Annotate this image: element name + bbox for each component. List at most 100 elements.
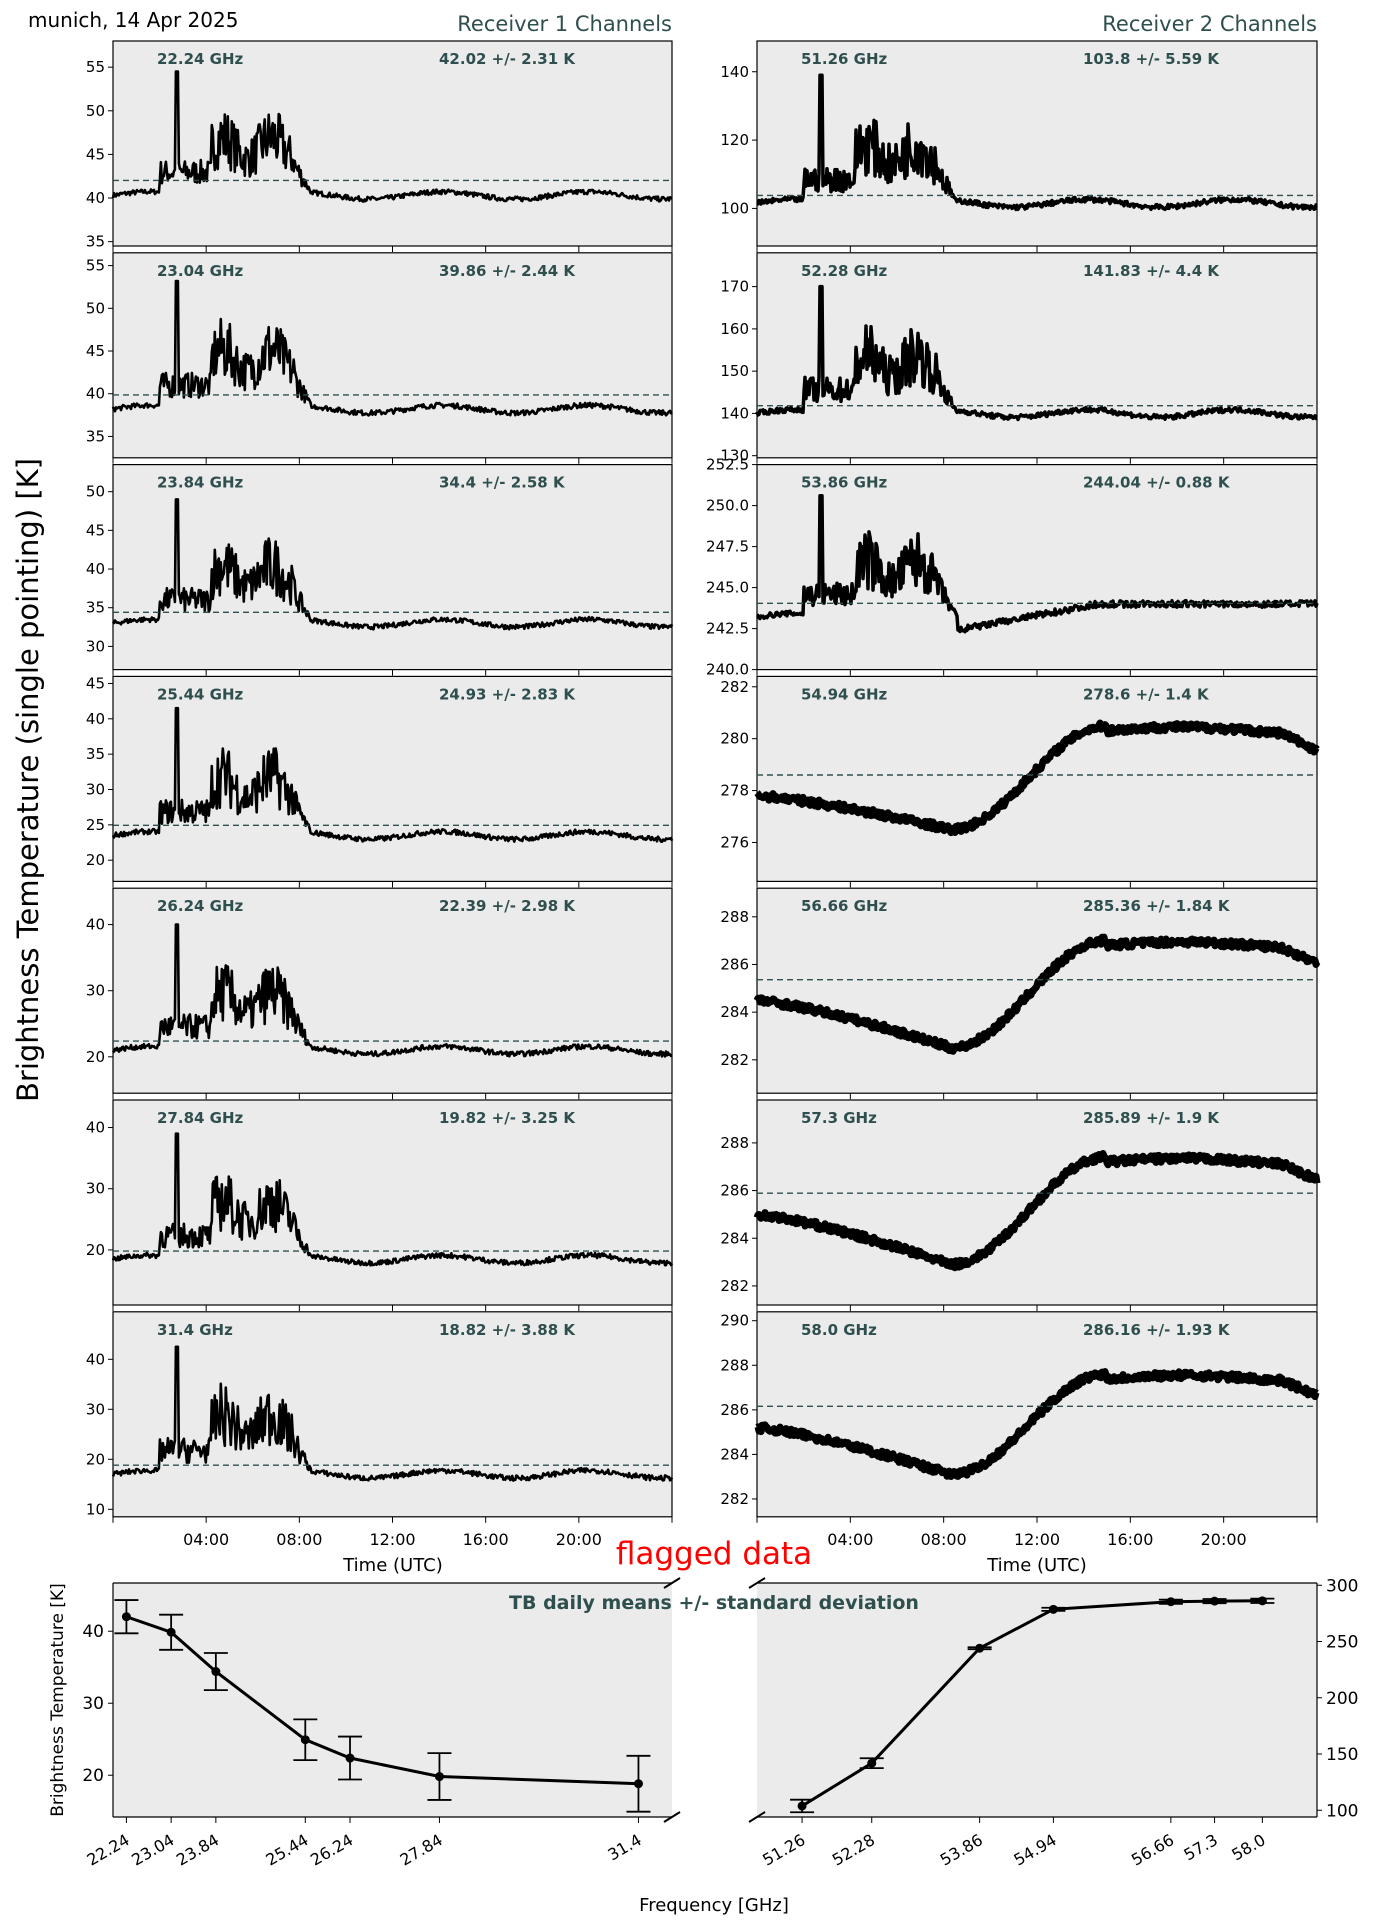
- panel-1-6: 20 30 40 27.84 GHz 19.82 +/- 3.25 K: [86, 1099, 674, 1311]
- panel-background: [112, 1099, 673, 1306]
- panel-2-1: 100 120 140 51.26 GHz 103.8 +/- 5.59 K: [720, 40, 1318, 252]
- timeseries-panels: 35 40 45 50 55 22.24 GHz 42.02 +/- 2.31 K 35 40 4…: [86, 40, 1321, 1549]
- series-line: [111, 1345, 674, 1482]
- y-tick-label: 288: [720, 1356, 749, 1374]
- frequency-label: 31.4 GHz: [157, 1321, 233, 1339]
- y-tick-label: 278: [720, 782, 749, 800]
- summary-right-axes: 100 150 200 250 300 51.26 52.28 53.86 54.94 56.66…: [757, 1576, 1358, 1870]
- panel-background: [112, 464, 673, 671]
- y-tick-label: 30: [86, 637, 105, 655]
- y-tick-label: 10: [86, 1500, 105, 1518]
- y-tick-label: 284: [720, 1003, 749, 1021]
- summary-x-tick-label: 51.26: [759, 1830, 808, 1869]
- summary-point: [797, 1801, 807, 1811]
- y-tick-label: 40: [86, 916, 105, 934]
- panel-background: [756, 464, 1318, 671]
- y-tick-label: 50: [86, 299, 105, 317]
- y-tick-label: 284: [720, 1229, 749, 1247]
- y-tick-label: 40: [86, 560, 105, 578]
- stats-label: 22.39 +/- 2.98 K: [439, 897, 576, 915]
- y-tick-label: 276: [720, 833, 749, 851]
- summary-x-tick-label: 54.94: [1011, 1830, 1060, 1869]
- frequency-label: 22.24 GHz: [157, 50, 244, 68]
- summary-y-tick-label: 20: [82, 1766, 104, 1786]
- panel-2-6: 282 284 286 288 57.3 GHz 285.89 +/- 1.9 K: [720, 1099, 1321, 1311]
- summary-point: [121, 1612, 131, 1622]
- frequency-label: 56.66 GHz: [801, 897, 888, 915]
- receiver1-title: Receiver 1 Channels: [457, 12, 672, 36]
- series-line: [754, 1368, 1320, 1480]
- summary-y-axis-label: Brightness Temperature [K]: [48, 1583, 68, 1816]
- stats-label: 34.4 +/- 2.58 K: [439, 474, 566, 492]
- summary-y-tick-label: 30: [82, 1694, 104, 1714]
- series-line: [111, 706, 674, 843]
- y-tick-label: 45: [86, 674, 105, 692]
- summary-background: [113, 1583, 672, 1817]
- frequency-label: 52.28 GHz: [801, 262, 888, 280]
- summary-y-tick-label: 200: [1326, 1689, 1358, 1709]
- y-tick-label: 35: [86, 599, 105, 617]
- summary-x-tick-label: 58.0: [1228, 1830, 1268, 1864]
- summary-point: [867, 1758, 877, 1768]
- panel-2-4: 276 278 280 282 54.94 GHz 278.6 +/- 1.4 K: [720, 675, 1320, 888]
- y-tick-label: 30: [86, 982, 105, 1000]
- location-date-label: munich, 14 Apr 2025: [28, 8, 238, 32]
- y-tick-label: 40: [86, 710, 105, 728]
- frequency-label: 53.86 GHz: [801, 474, 888, 492]
- x-tick-label: 20:00: [556, 1530, 602, 1549]
- y-tick-label: 170: [720, 278, 749, 296]
- y-tick-label: 150: [720, 362, 749, 380]
- x-tick-label: 16:00: [1107, 1530, 1153, 1549]
- x-tick-label: 12:00: [369, 1530, 415, 1549]
- summary-point: [633, 1779, 643, 1789]
- y-tick-label: 140: [720, 63, 749, 81]
- stats-label: 42.02 +/- 2.31 K: [439, 50, 576, 68]
- summary-x-tick-label: 31.4: [604, 1830, 644, 1864]
- y-tick-label: 30: [86, 1180, 105, 1198]
- y-tick-label: 130: [720, 447, 749, 465]
- frequency-label: 25.44 GHz: [157, 685, 244, 703]
- summary-x-tick-label: 22.24: [84, 1830, 133, 1869]
- panel-background: [112, 1311, 673, 1518]
- panel-background: [756, 675, 1318, 883]
- frequency-label: 26.24 GHz: [157, 897, 244, 915]
- y-tick-label: 35: [86, 745, 105, 763]
- y-tick-label: 247.5: [706, 538, 749, 556]
- y-tick-label: 140: [720, 404, 749, 422]
- series-line: [756, 73, 1318, 212]
- x-tick-label: 12:00: [1014, 1530, 1060, 1549]
- summary-y-tick-label: 250: [1326, 1633, 1358, 1653]
- series-line: [111, 70, 673, 203]
- summary-point: [1210, 1596, 1220, 1606]
- series-line: [755, 494, 1319, 634]
- frequency-label: 58.0 GHz: [801, 1321, 877, 1339]
- series-line: [111, 1132, 674, 1267]
- y-tick-label: 288: [720, 908, 749, 926]
- y-tick-label: 100: [720, 199, 749, 217]
- panel-background: [112, 887, 673, 1094]
- y-tick-label: 290: [720, 1312, 749, 1330]
- y-tick-label: 45: [86, 521, 105, 539]
- summary-point: [1257, 1596, 1267, 1606]
- panel-1-7: 10 20 30 40 31.4 GHz 18.82 +/- 3.88 K 04:00 08:…: [86, 1311, 674, 1549]
- rx1-time-axis-label: Time (UTC): [342, 1555, 443, 1576]
- panel-2-2: 130 140 150 160 170 52.28 GHz 141.83 +/- 4.4 K: [720, 252, 1318, 465]
- summary-x-tick-label: 26.24: [307, 1830, 356, 1869]
- y-tick-label: 242.5: [706, 620, 749, 638]
- series-line: [111, 498, 674, 631]
- frequency-label: 51.26 GHz: [801, 50, 888, 68]
- y-tick-label: 284: [720, 1445, 749, 1463]
- frequency-label: 23.84 GHz: [157, 474, 244, 492]
- y-tick-label: 35: [86, 427, 105, 445]
- y-tick-label: 288: [720, 1134, 749, 1152]
- summary-title: TB daily means +/- standard deviation: [509, 1592, 919, 1614]
- panel-background: [112, 40, 673, 247]
- summary-point: [1048, 1604, 1058, 1614]
- y-tick-label: 282: [720, 1490, 749, 1508]
- y-tick-label: 20: [86, 1241, 105, 1259]
- summary-point: [345, 1753, 355, 1763]
- y-tick-label: 20: [86, 1048, 105, 1066]
- panel-background: [112, 675, 673, 883]
